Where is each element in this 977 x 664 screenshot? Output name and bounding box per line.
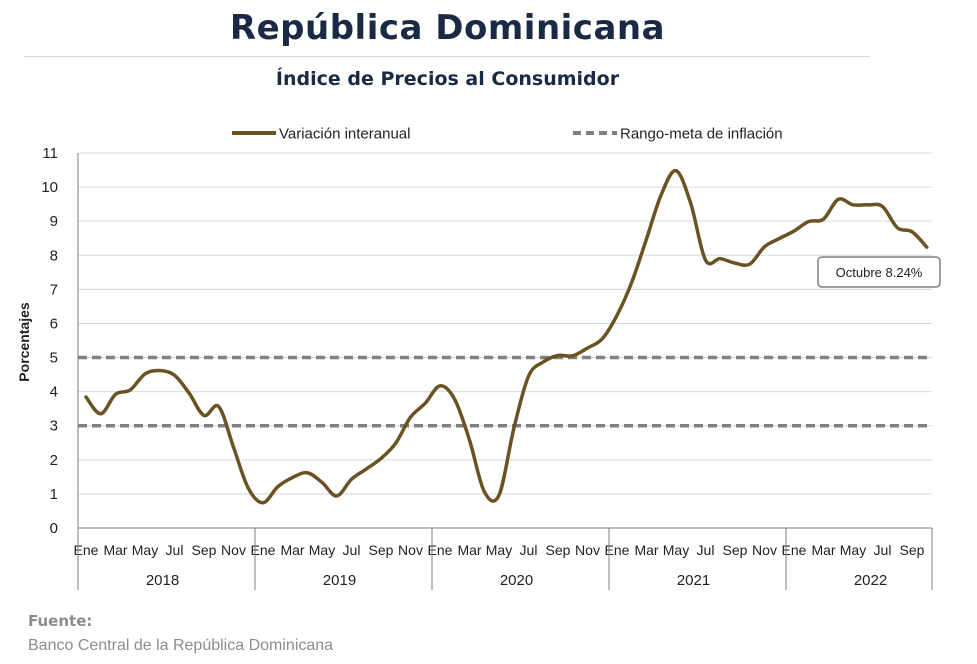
x-tick-label: May <box>486 542 512 558</box>
title-divider <box>24 56 870 57</box>
y-tick-label: 10 <box>41 179 58 196</box>
x-tick-label: May <box>840 542 866 558</box>
x-tick-label: Sep <box>900 542 925 558</box>
x-tick-label: Mar <box>280 542 304 558</box>
source-text: Banco Central de la República Dominicana <box>28 637 334 654</box>
y-tick-label: 9 <box>50 213 58 230</box>
chart-title: República Dominicana <box>229 8 666 48</box>
x-tick-label: Nov <box>221 542 246 558</box>
chart-subtitle: Índice de Precios al Consumidor <box>275 68 620 90</box>
y-tick-label: 1 <box>50 486 58 503</box>
y-tick-label: 2 <box>50 452 58 469</box>
x-year-label: 2019 <box>323 572 356 589</box>
x-tick-label: Sep <box>192 542 217 558</box>
x-tick-label: Mar <box>103 542 127 558</box>
x-tick-label: Sep <box>546 542 571 558</box>
y-tick-label: 11 <box>42 145 58 162</box>
x-tick-label: Jul <box>166 542 184 558</box>
x-tick-label: Jul <box>343 542 361 558</box>
legend-label-rango-meta: Rango-meta de inflación <box>620 126 783 143</box>
annotation-label: Octubre 8.24% <box>836 265 923 280</box>
x-tick-label: Jul <box>520 542 538 558</box>
source-label: Fuente: <box>28 612 93 630</box>
x-tick-label: Ene <box>605 542 630 558</box>
x-tick-label: Sep <box>369 542 394 558</box>
x-tick-label: Jul <box>874 542 892 558</box>
x-tick-label: May <box>663 542 689 558</box>
x-tick-label: Ene <box>782 542 807 558</box>
x-tick-label: May <box>132 542 158 558</box>
x-tick-label: Ene <box>74 542 99 558</box>
legend: Variación interanual Rango-meta de infla… <box>232 126 783 143</box>
x-tick-label: Mar <box>811 542 835 558</box>
series-layer <box>84 168 929 505</box>
x-tick-label: Nov <box>575 542 600 558</box>
y-tick-label: 3 <box>50 418 58 435</box>
x-tick-label: Mar <box>457 542 481 558</box>
x-tick-label: Jul <box>697 542 715 558</box>
target-band-layer <box>78 355 932 428</box>
x-tick-label: Nov <box>398 542 423 558</box>
x-year-label: 2018 <box>146 572 179 589</box>
grid-layer <box>78 152 932 495</box>
y-axis-label: Porcentajes <box>16 302 32 382</box>
y-tick-label: 8 <box>50 247 58 264</box>
annotation-box <box>817 256 941 288</box>
y-tick-label: 4 <box>50 384 58 401</box>
annotation-layer: Octubre 8.24% <box>817 256 941 288</box>
legend-label-variacion: Variación interanual <box>279 126 410 143</box>
y-tick-label: 7 <box>50 281 58 298</box>
y-tick-label: 6 <box>50 315 58 332</box>
x-tick-label: Nov <box>752 542 777 558</box>
x-tick-label: Ene <box>428 542 453 558</box>
x-year-label: 2022 <box>854 572 887 589</box>
y-tick-label: 5 <box>50 350 58 367</box>
x-tick-label: Sep <box>723 542 748 558</box>
y-tick-label: 0 <box>50 520 58 537</box>
x-tick-label: Mar <box>634 542 658 558</box>
x-tick-label: Ene <box>251 542 276 558</box>
x-year-label: 2021 <box>677 572 710 589</box>
series-line-variacion-interanual <box>84 168 929 505</box>
x-year-label: 2020 <box>500 572 533 589</box>
x-tick-label: May <box>309 542 335 558</box>
